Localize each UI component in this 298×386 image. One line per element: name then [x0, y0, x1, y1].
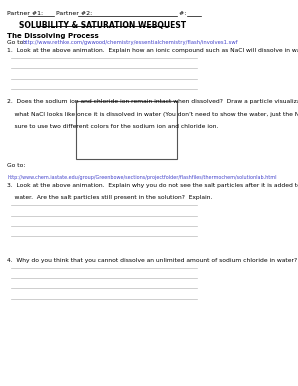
Text: Partner #1:: Partner #1:: [7, 11, 46, 16]
Text: http://www.chem.iastate.edu/group/Greenbowe/sections/projectfolder/flashfiles/th: http://www.chem.iastate.edu/group/Greenb…: [7, 174, 277, 179]
Text: sure to use two different colors for the sodium ion and chloride ion.: sure to use two different colors for the…: [7, 124, 219, 129]
Text: The Dissolving Process: The Dissolving Process: [7, 33, 99, 39]
Text: http://www.rethke.com/gwwood/chemistry/essentialchemistry/flash/involves1.swf: http://www.rethke.com/gwwood/chemistry/e…: [23, 40, 238, 45]
Text: 4.  Why do you think that you cannot dissolve an unlimited amount of sodium chlo: 4. Why do you think that you cannot diss…: [7, 258, 298, 263]
Text: 1.  Look at the above animation.  Explain how an ionic compound such as NaCl wil: 1. Look at the above animation. Explain …: [7, 48, 298, 53]
Text: Go to:: Go to:: [7, 163, 26, 168]
Text: Go to:: Go to:: [7, 40, 28, 45]
Text: #:: #:: [179, 11, 188, 16]
Bar: [76, 101, 177, 159]
Text: water.  Are the salt particles still present in the solution?  Explain.: water. Are the salt particles still pres…: [7, 195, 213, 200]
Text: Partner #2:: Partner #2:: [56, 11, 94, 16]
Text: what NaCl looks like once it is dissolved in water (You don’t need to show the w: what NaCl looks like once it is dissolve…: [7, 112, 298, 117]
Text: 3.  Look at the above animation.  Explain why you do not see the salt particles : 3. Look at the above animation. Explain …: [7, 183, 298, 188]
Text: 2.  Does the sodium ion and chloride ion remain intact when dissolved?  Draw a p: 2. Does the sodium ion and chloride ion …: [7, 99, 298, 104]
Text: SOLUBILITY & SATURATION WEBQUEST: SOLUBILITY & SATURATION WEBQUEST: [19, 21, 186, 30]
